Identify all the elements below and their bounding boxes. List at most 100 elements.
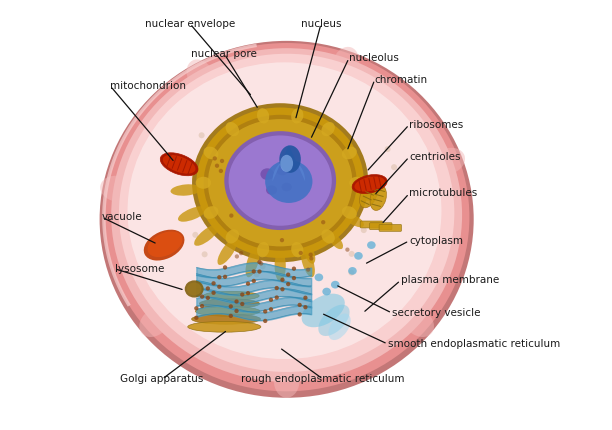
Ellipse shape bbox=[354, 252, 363, 260]
Ellipse shape bbox=[349, 177, 365, 189]
Ellipse shape bbox=[246, 291, 250, 295]
Ellipse shape bbox=[318, 305, 349, 336]
Ellipse shape bbox=[261, 168, 274, 180]
Ellipse shape bbox=[217, 285, 222, 289]
Ellipse shape bbox=[215, 163, 219, 168]
Ellipse shape bbox=[257, 260, 262, 264]
Text: secretory vesicle: secretory vesicle bbox=[392, 308, 480, 318]
Ellipse shape bbox=[302, 294, 345, 327]
Ellipse shape bbox=[140, 307, 171, 337]
Ellipse shape bbox=[234, 299, 239, 304]
Ellipse shape bbox=[275, 295, 279, 300]
Ellipse shape bbox=[160, 153, 198, 176]
Ellipse shape bbox=[100, 176, 135, 202]
Ellipse shape bbox=[204, 206, 218, 219]
Text: centrioles: centrioles bbox=[409, 152, 461, 162]
Ellipse shape bbox=[206, 296, 210, 300]
Ellipse shape bbox=[299, 251, 303, 255]
Ellipse shape bbox=[359, 184, 377, 208]
Ellipse shape bbox=[144, 230, 184, 261]
Ellipse shape bbox=[331, 281, 340, 289]
Ellipse shape bbox=[308, 252, 313, 257]
Text: nucleus: nucleus bbox=[301, 18, 341, 29]
Ellipse shape bbox=[171, 184, 201, 196]
Ellipse shape bbox=[196, 108, 364, 258]
Ellipse shape bbox=[349, 251, 354, 257]
Ellipse shape bbox=[257, 108, 269, 123]
Text: mitochondrion: mitochondrion bbox=[110, 81, 186, 91]
Text: vacuole: vacuole bbox=[102, 212, 143, 222]
Ellipse shape bbox=[367, 241, 376, 249]
Ellipse shape bbox=[292, 276, 296, 280]
Ellipse shape bbox=[342, 206, 357, 219]
Ellipse shape bbox=[194, 316, 198, 320]
Text: nuclear pore: nuclear pore bbox=[192, 49, 257, 59]
Ellipse shape bbox=[276, 164, 289, 175]
Ellipse shape bbox=[329, 313, 351, 340]
Ellipse shape bbox=[304, 295, 308, 300]
Ellipse shape bbox=[235, 254, 239, 258]
Ellipse shape bbox=[203, 292, 259, 301]
Ellipse shape bbox=[280, 238, 284, 242]
Ellipse shape bbox=[192, 232, 198, 238]
Text: ribosomes: ribosomes bbox=[409, 120, 463, 130]
Ellipse shape bbox=[292, 267, 296, 271]
Ellipse shape bbox=[354, 176, 385, 192]
Ellipse shape bbox=[252, 279, 256, 283]
Ellipse shape bbox=[206, 286, 210, 291]
Ellipse shape bbox=[184, 158, 190, 164]
Text: plasma membrane: plasma membrane bbox=[401, 275, 499, 286]
Ellipse shape bbox=[309, 256, 313, 261]
Ellipse shape bbox=[188, 322, 261, 332]
Ellipse shape bbox=[211, 291, 215, 295]
Text: nucleolus: nucleolus bbox=[349, 53, 399, 63]
Ellipse shape bbox=[315, 273, 323, 281]
Ellipse shape bbox=[279, 145, 301, 173]
Ellipse shape bbox=[431, 148, 465, 175]
Ellipse shape bbox=[274, 363, 299, 398]
Ellipse shape bbox=[259, 261, 263, 266]
Ellipse shape bbox=[229, 135, 332, 226]
Ellipse shape bbox=[240, 302, 244, 306]
Ellipse shape bbox=[332, 47, 359, 80]
Ellipse shape bbox=[280, 287, 285, 292]
Ellipse shape bbox=[304, 244, 315, 264]
Ellipse shape bbox=[225, 131, 336, 230]
Ellipse shape bbox=[234, 309, 239, 313]
Ellipse shape bbox=[245, 248, 259, 277]
Ellipse shape bbox=[226, 229, 239, 243]
Ellipse shape bbox=[192, 103, 368, 262]
Ellipse shape bbox=[321, 229, 335, 243]
Text: lysosome: lysosome bbox=[114, 264, 164, 274]
Ellipse shape bbox=[275, 251, 286, 282]
Ellipse shape bbox=[254, 271, 259, 277]
Ellipse shape bbox=[218, 169, 223, 173]
Text: rough endoplasmatic reticulum: rough endoplasmatic reticulum bbox=[242, 374, 405, 384]
Ellipse shape bbox=[229, 304, 233, 309]
Ellipse shape bbox=[192, 314, 261, 324]
Ellipse shape bbox=[297, 312, 302, 316]
Ellipse shape bbox=[280, 278, 285, 282]
Ellipse shape bbox=[194, 306, 198, 310]
Ellipse shape bbox=[195, 306, 260, 316]
Ellipse shape bbox=[200, 299, 259, 308]
Ellipse shape bbox=[194, 224, 219, 246]
Ellipse shape bbox=[199, 132, 204, 138]
Ellipse shape bbox=[348, 270, 354, 276]
Ellipse shape bbox=[163, 155, 195, 174]
FancyBboxPatch shape bbox=[379, 224, 401, 231]
Ellipse shape bbox=[185, 280, 204, 298]
Ellipse shape bbox=[345, 214, 364, 227]
Ellipse shape bbox=[196, 177, 211, 189]
Ellipse shape bbox=[403, 307, 434, 337]
Ellipse shape bbox=[323, 288, 331, 295]
Ellipse shape bbox=[204, 115, 357, 251]
Ellipse shape bbox=[291, 108, 304, 123]
Text: cytoplasm: cytoplasm bbox=[409, 236, 463, 246]
Ellipse shape bbox=[217, 239, 237, 265]
Ellipse shape bbox=[257, 269, 262, 273]
Ellipse shape bbox=[280, 155, 293, 172]
Ellipse shape bbox=[355, 191, 375, 201]
Ellipse shape bbox=[304, 305, 308, 309]
Ellipse shape bbox=[269, 307, 273, 311]
